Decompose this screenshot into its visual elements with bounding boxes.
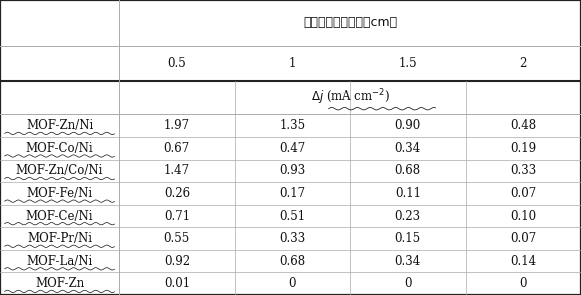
Text: 0.47: 0.47 <box>279 142 306 155</box>
Text: 1.97: 1.97 <box>164 119 190 132</box>
Text: 0.19: 0.19 <box>510 142 536 155</box>
Text: 0: 0 <box>404 277 411 290</box>
Text: 0.17: 0.17 <box>279 187 306 200</box>
Text: 0.93: 0.93 <box>279 164 306 177</box>
Text: 0.5: 0.5 <box>167 57 187 70</box>
Text: MOF-Co/Ni: MOF-Co/Ni <box>26 142 94 155</box>
Text: 0.48: 0.48 <box>510 119 536 132</box>
Text: 2: 2 <box>519 57 527 70</box>
Text: 0.26: 0.26 <box>164 187 190 200</box>
Text: 0.23: 0.23 <box>394 209 421 222</box>
Text: 0.11: 0.11 <box>394 187 421 200</box>
Text: 0.67: 0.67 <box>164 142 190 155</box>
Text: 0.51: 0.51 <box>279 209 306 222</box>
Text: MOF-Ce/Ni: MOF-Ce/Ni <box>26 209 94 222</box>
Text: 磁铁与电极片距离（cm）: 磁铁与电极片距离（cm） <box>303 16 397 30</box>
Text: 0.71: 0.71 <box>164 209 190 222</box>
Text: 0: 0 <box>519 277 527 290</box>
Text: 0.14: 0.14 <box>510 255 536 268</box>
Text: 0.33: 0.33 <box>279 232 306 245</box>
Text: 0.33: 0.33 <box>510 164 536 177</box>
Text: 0.92: 0.92 <box>164 255 190 268</box>
Text: 0.68: 0.68 <box>394 164 421 177</box>
Text: 1.35: 1.35 <box>279 119 306 132</box>
Text: 0.55: 0.55 <box>164 232 190 245</box>
Text: 0: 0 <box>289 277 296 290</box>
Text: 0.07: 0.07 <box>510 232 536 245</box>
Text: 0.10: 0.10 <box>510 209 536 222</box>
Text: MOF-Zn: MOF-Zn <box>35 277 84 290</box>
Text: MOF-Zn/Ni: MOF-Zn/Ni <box>26 119 93 132</box>
Text: 0.34: 0.34 <box>394 255 421 268</box>
Text: 0.07: 0.07 <box>510 187 536 200</box>
Text: MOF-La/Ni: MOF-La/Ni <box>26 255 93 268</box>
Text: 0.68: 0.68 <box>279 255 306 268</box>
Text: 0.90: 0.90 <box>394 119 421 132</box>
Text: 0.01: 0.01 <box>164 277 190 290</box>
Text: 0.15: 0.15 <box>394 232 421 245</box>
Text: 0.34: 0.34 <box>394 142 421 155</box>
Text: $\Delta j$ (mA cm$^{-2}$): $\Delta j$ (mA cm$^{-2}$) <box>310 88 390 107</box>
Text: MOF-Pr/Ni: MOF-Pr/Ni <box>27 232 92 245</box>
Text: 1.5: 1.5 <box>399 57 417 70</box>
Text: MOF-Fe/Ni: MOF-Fe/Ni <box>27 187 92 200</box>
Text: MOF-Zn/Co/Ni: MOF-Zn/Co/Ni <box>16 164 103 177</box>
Text: 1.47: 1.47 <box>164 164 190 177</box>
Text: 1: 1 <box>289 57 296 70</box>
